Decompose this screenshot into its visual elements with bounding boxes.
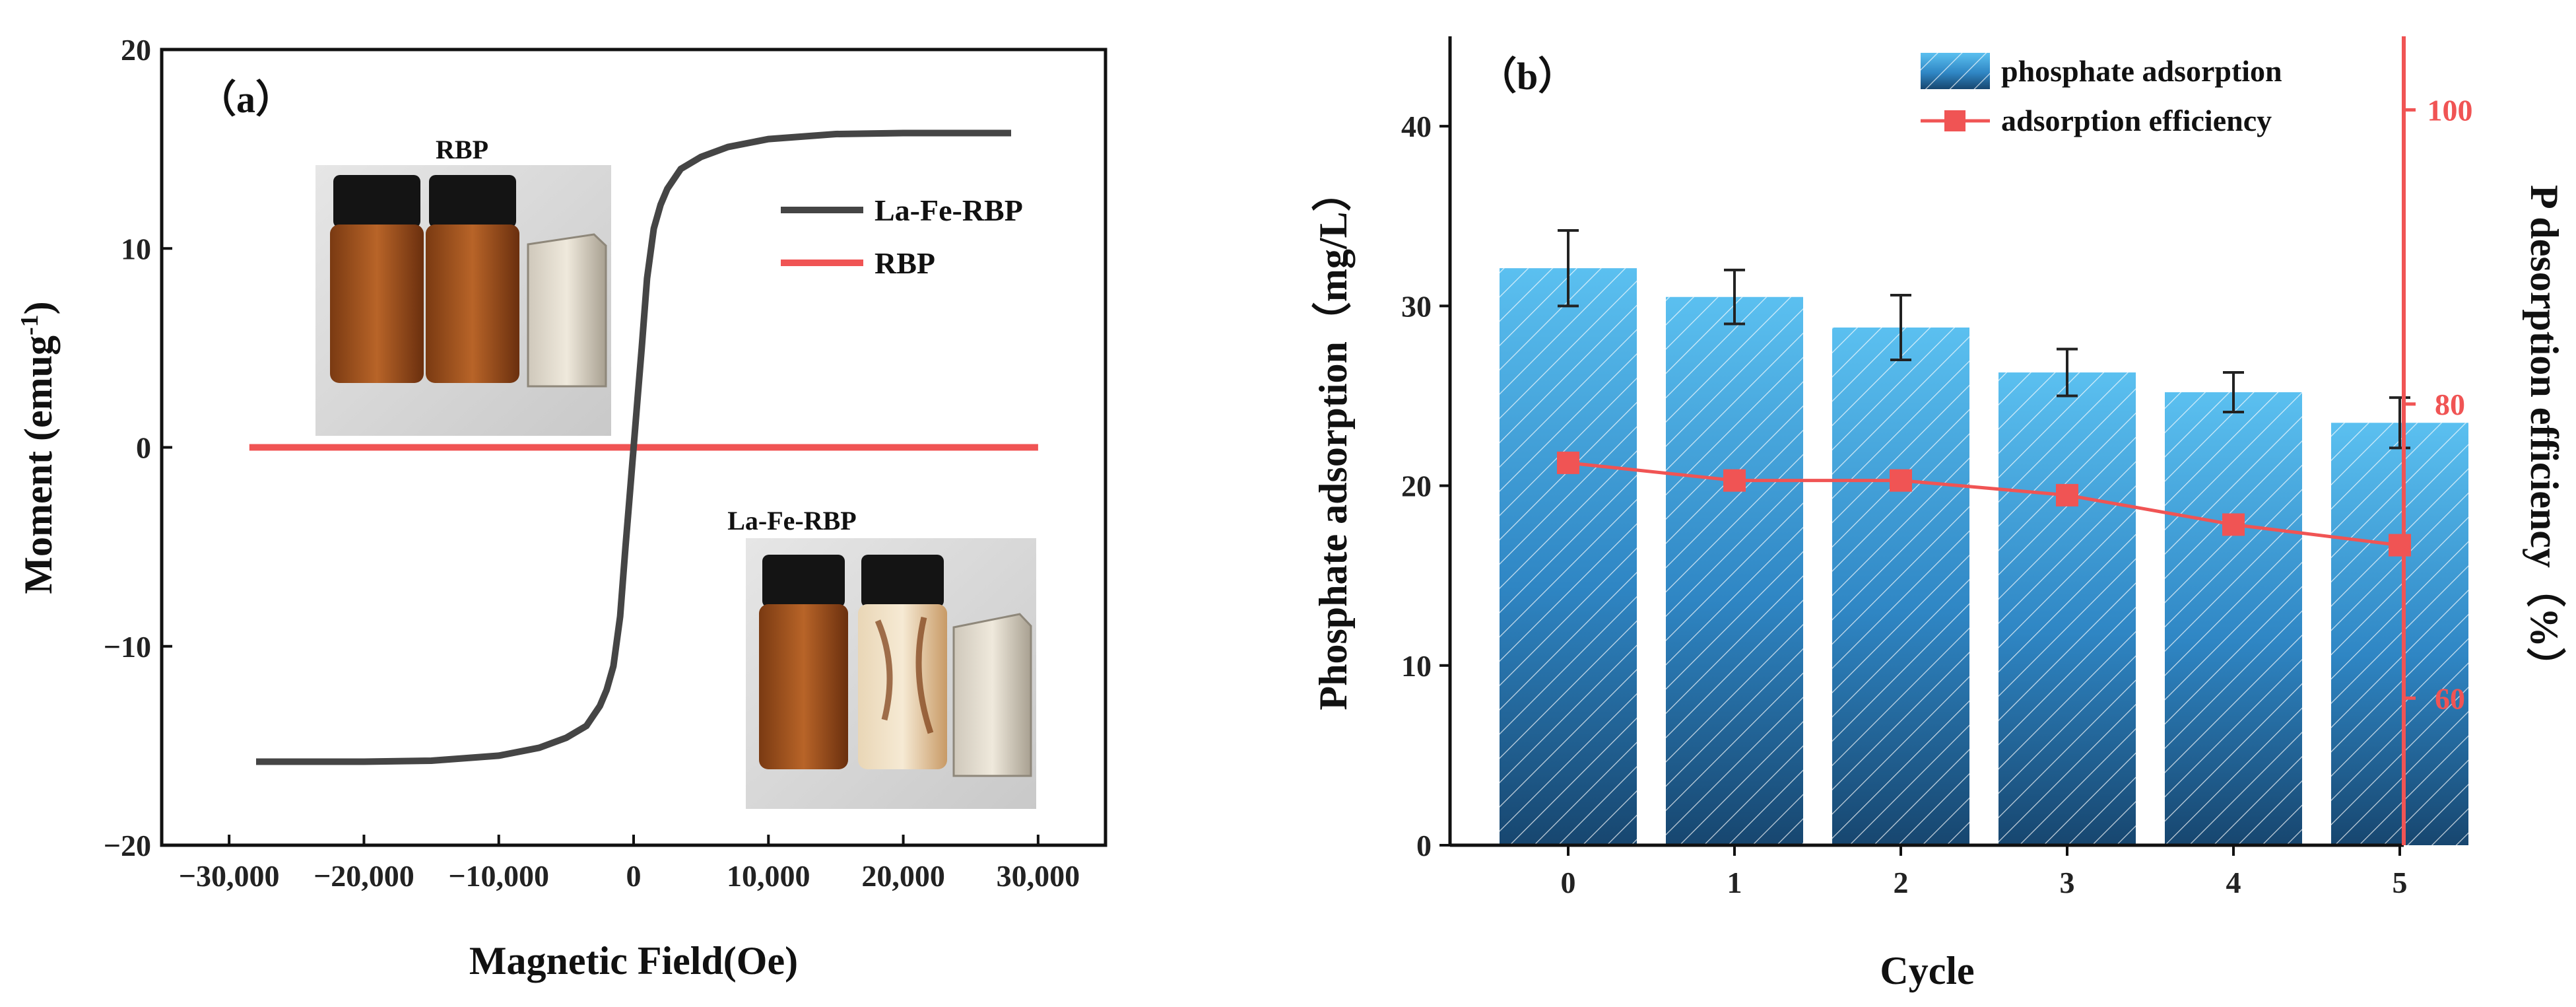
x-tick-label-b: 3 (2060, 866, 2075, 899)
bars (1500, 268, 2468, 846)
x-tick-label-a: 0 (626, 859, 642, 893)
marker-adsorption-efficiency-cycle-2 (1890, 469, 1912, 492)
x-tick-label-b: 0 (1561, 866, 1576, 899)
x-tick-label-b: 1 (1727, 866, 1742, 899)
bar-hatch-cycle-5 (2331, 423, 2468, 845)
x-tick-label-a: −10,000 (448, 859, 549, 893)
y-tick-label-a: 20 (121, 33, 151, 67)
chart-a: −20 −10 0 10 20 −30,000 −20,000 −10,000 0 10,000… (16, 33, 1107, 983)
x-tick-label-a: −30,000 (179, 859, 280, 893)
x-tick-label-a: 20,000 (861, 859, 945, 893)
panel-label-a: （a） (198, 78, 294, 121)
panel-label-b: （b） (1478, 55, 1576, 98)
inset-label-la-fe-rbp: La-Fe-RBP (727, 506, 857, 536)
x-tick-label-b: 2 (1894, 866, 1909, 899)
marker-adsorption-efficiency-cycle-1 (1723, 469, 1746, 492)
y-tick-label-b: 0 (1416, 829, 1432, 862)
x-axis-title-a: Magnetic Field(Oe) (469, 939, 798, 983)
legend-label-adsorption-efficiency: adsorption efficiency (2001, 104, 2272, 137)
legend-label-rbp: RBP (875, 246, 935, 280)
error-bar-cycle-5 (2389, 396, 2410, 450)
series-line-la-fe-rbp (256, 129, 1011, 765)
y2-tick-label-b: 80 (2435, 388, 2465, 421)
bar-hatch-cycle-2 (1832, 328, 1969, 845)
y-tick-label-a: 0 (136, 431, 151, 465)
x-tick-label-b: 4 (2226, 866, 2241, 899)
error-bar-cycle-1 (1724, 268, 1745, 326)
legend-label-la-fe-rbp: La-Fe-RBP (875, 193, 1023, 227)
legend-label-phosphate-adsorption: phosphate adsorption (2001, 54, 2282, 88)
x-tick-label-b: 5 (2393, 866, 2408, 899)
error-bar-cycle-3 (2057, 347, 2078, 398)
bar-hatch-cycle-1 (1666, 296, 1803, 845)
inset-photo-rbp: RBP (315, 135, 611, 436)
y-axis-ticks-a: −20 −10 0 10 20 (104, 33, 172, 862)
x-tick-label-a: 10,000 (727, 859, 810, 893)
x-axis-ticks-b: 0 1 2 3 4 5 (1561, 845, 2408, 899)
line-markers (1557, 451, 2411, 557)
bar-hatch-cycle-0 (1500, 268, 1637, 846)
x-tick-label-a: 30,000 (997, 859, 1080, 893)
error-bar-cycle-2 (1890, 294, 1911, 361)
y-tick-label-b: 30 (1401, 289, 1432, 323)
y2-tick-label-b: 60 (2435, 681, 2465, 715)
chart-b: 0 10 20 30 40 60 80 100 0 1 2 3 4 5 （b） phosphate a… (1311, 36, 2567, 992)
y-tick-label-b: 20 (1401, 469, 1432, 503)
error-bar-cycle-0 (1558, 229, 1579, 308)
y-tick-label-a: 10 (121, 232, 151, 265)
x-axis-ticks-a: −30,000 −20,000 −10,000 0 10,000 20,000 30,000 (179, 835, 1080, 893)
y-axis-title-b: Phosphate adsorption（mg/L） (1311, 172, 1355, 710)
y2-tick-label-b: 100 (2427, 93, 2473, 127)
y-tick-label-a: −10 (104, 630, 151, 664)
legend-b: phosphate adsorption adsorption efficien… (1921, 53, 2282, 137)
marker-adsorption-efficiency-cycle-5 (2389, 534, 2411, 557)
error-bars (1558, 229, 2410, 450)
marker-adsorption-efficiency-cycle-0 (1557, 451, 1579, 474)
x-tick-label-a: −20,000 (314, 859, 414, 893)
series-line-adsorption-efficiency (1568, 461, 2400, 547)
y-axis-ticks-b: 0 10 20 30 40 (1401, 110, 1450, 862)
inset-photo-la-fe-rbp: La-Fe-RBP (727, 506, 1036, 809)
y-tick-label-b: 10 (1401, 649, 1432, 683)
y2-axis-title-b: P desorption efficiency（%） (2523, 185, 2567, 687)
error-bar-cycle-4 (2223, 371, 2244, 413)
marker-adsorption-efficiency-cycle-3 (2056, 483, 2078, 506)
legend-a: La-Fe-RBP RBP (781, 193, 1023, 280)
inset-label-rbp: RBP (436, 135, 488, 164)
legend-marker-adsorption-efficiency (1944, 110, 1965, 131)
x-axis-title-b: Cycle (1880, 949, 1974, 992)
y-tick-label-a: −20 (104, 829, 151, 862)
y2-axis-ticks-b: 60 80 100 (2404, 93, 2473, 715)
bar-hatch-cycle-3 (1998, 372, 2136, 845)
y-axis-title-a: Moment (emug-1) (16, 301, 60, 594)
marker-adsorption-efficiency-cycle-4 (2222, 513, 2245, 536)
bar-hatch-cycle-4 (2165, 392, 2302, 845)
y-tick-label-b: 40 (1401, 110, 1432, 143)
